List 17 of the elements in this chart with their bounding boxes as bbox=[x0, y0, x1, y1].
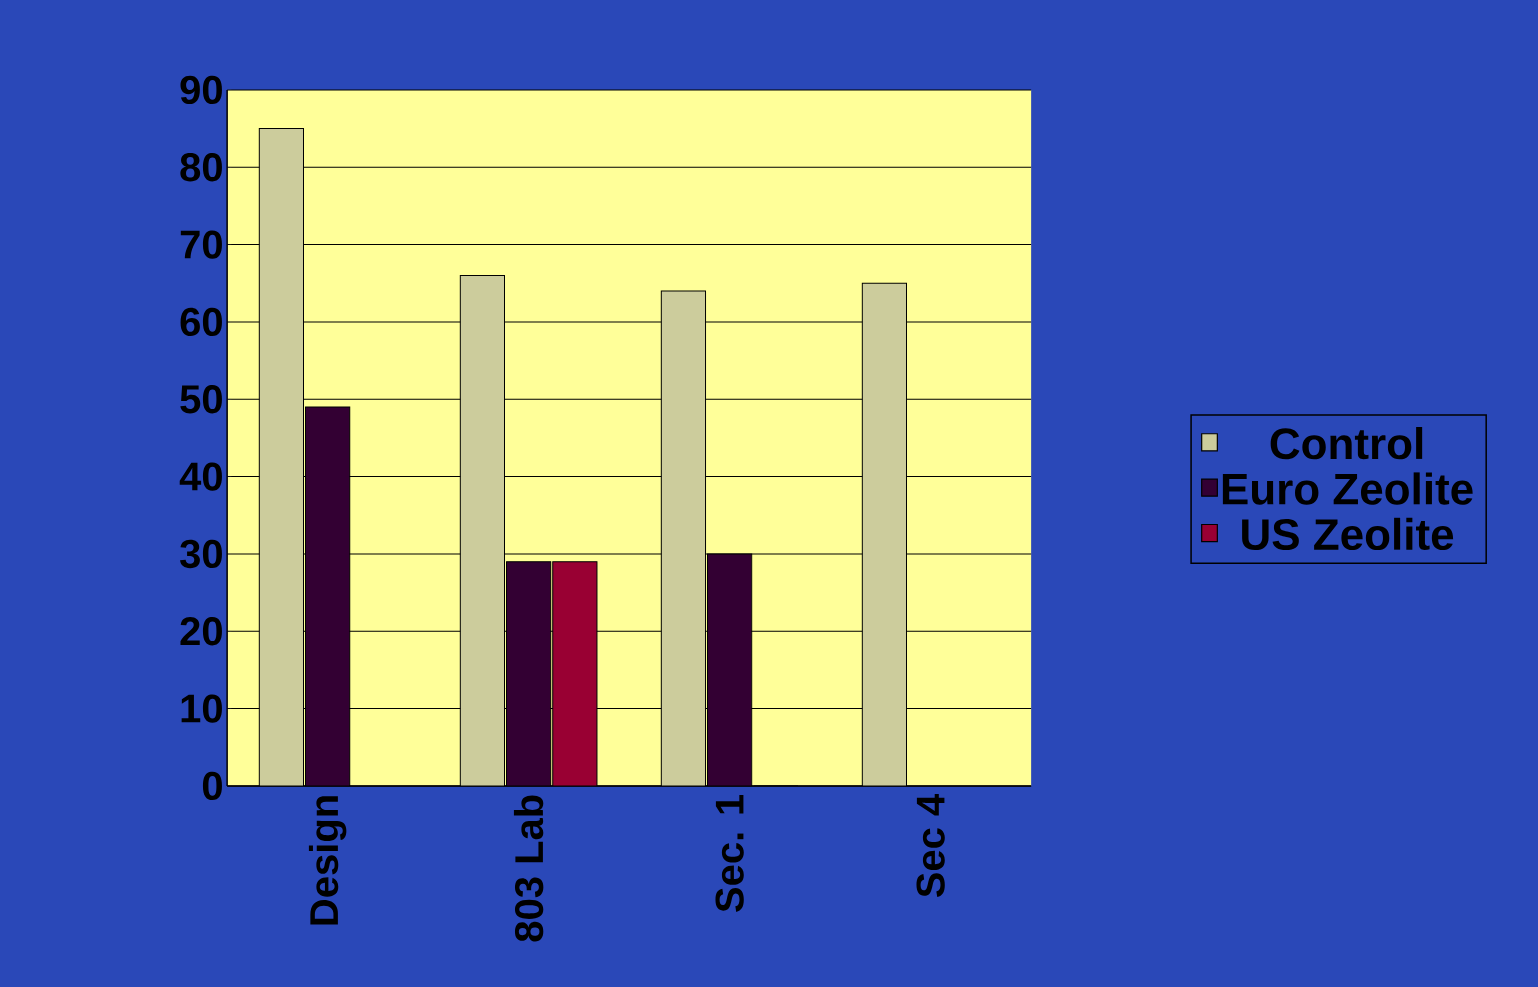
y-tick-label: 90 bbox=[180, 75, 222, 105]
x-tick-label: Sec. 1 bbox=[715, 794, 744, 912]
x-tick-label: Design bbox=[308, 796, 347, 925]
y-tick-label: 70 bbox=[180, 230, 222, 259]
y-tick-label: 40 bbox=[179, 462, 222, 491]
y-tick-label: 50 bbox=[180, 385, 222, 414]
y-tick-label: 10 bbox=[181, 694, 222, 723]
y-tick-label: 30 bbox=[180, 539, 222, 569]
legend-label: US Zeolite bbox=[1242, 517, 1454, 551]
y-tick-label: 20 bbox=[180, 617, 222, 646]
x-tick-label: Sec 4 bbox=[916, 794, 945, 898]
x-tick-label: 803 Lab bbox=[513, 795, 544, 942]
y-tick-label: 60 bbox=[180, 307, 222, 337]
y-tick-label: 0 bbox=[202, 771, 222, 801]
y-tick-label: 80 bbox=[180, 153, 222, 182]
legend-label: Euro Zeolite bbox=[1222, 472, 1473, 505]
legend-label: Control bbox=[1270, 427, 1423, 460]
